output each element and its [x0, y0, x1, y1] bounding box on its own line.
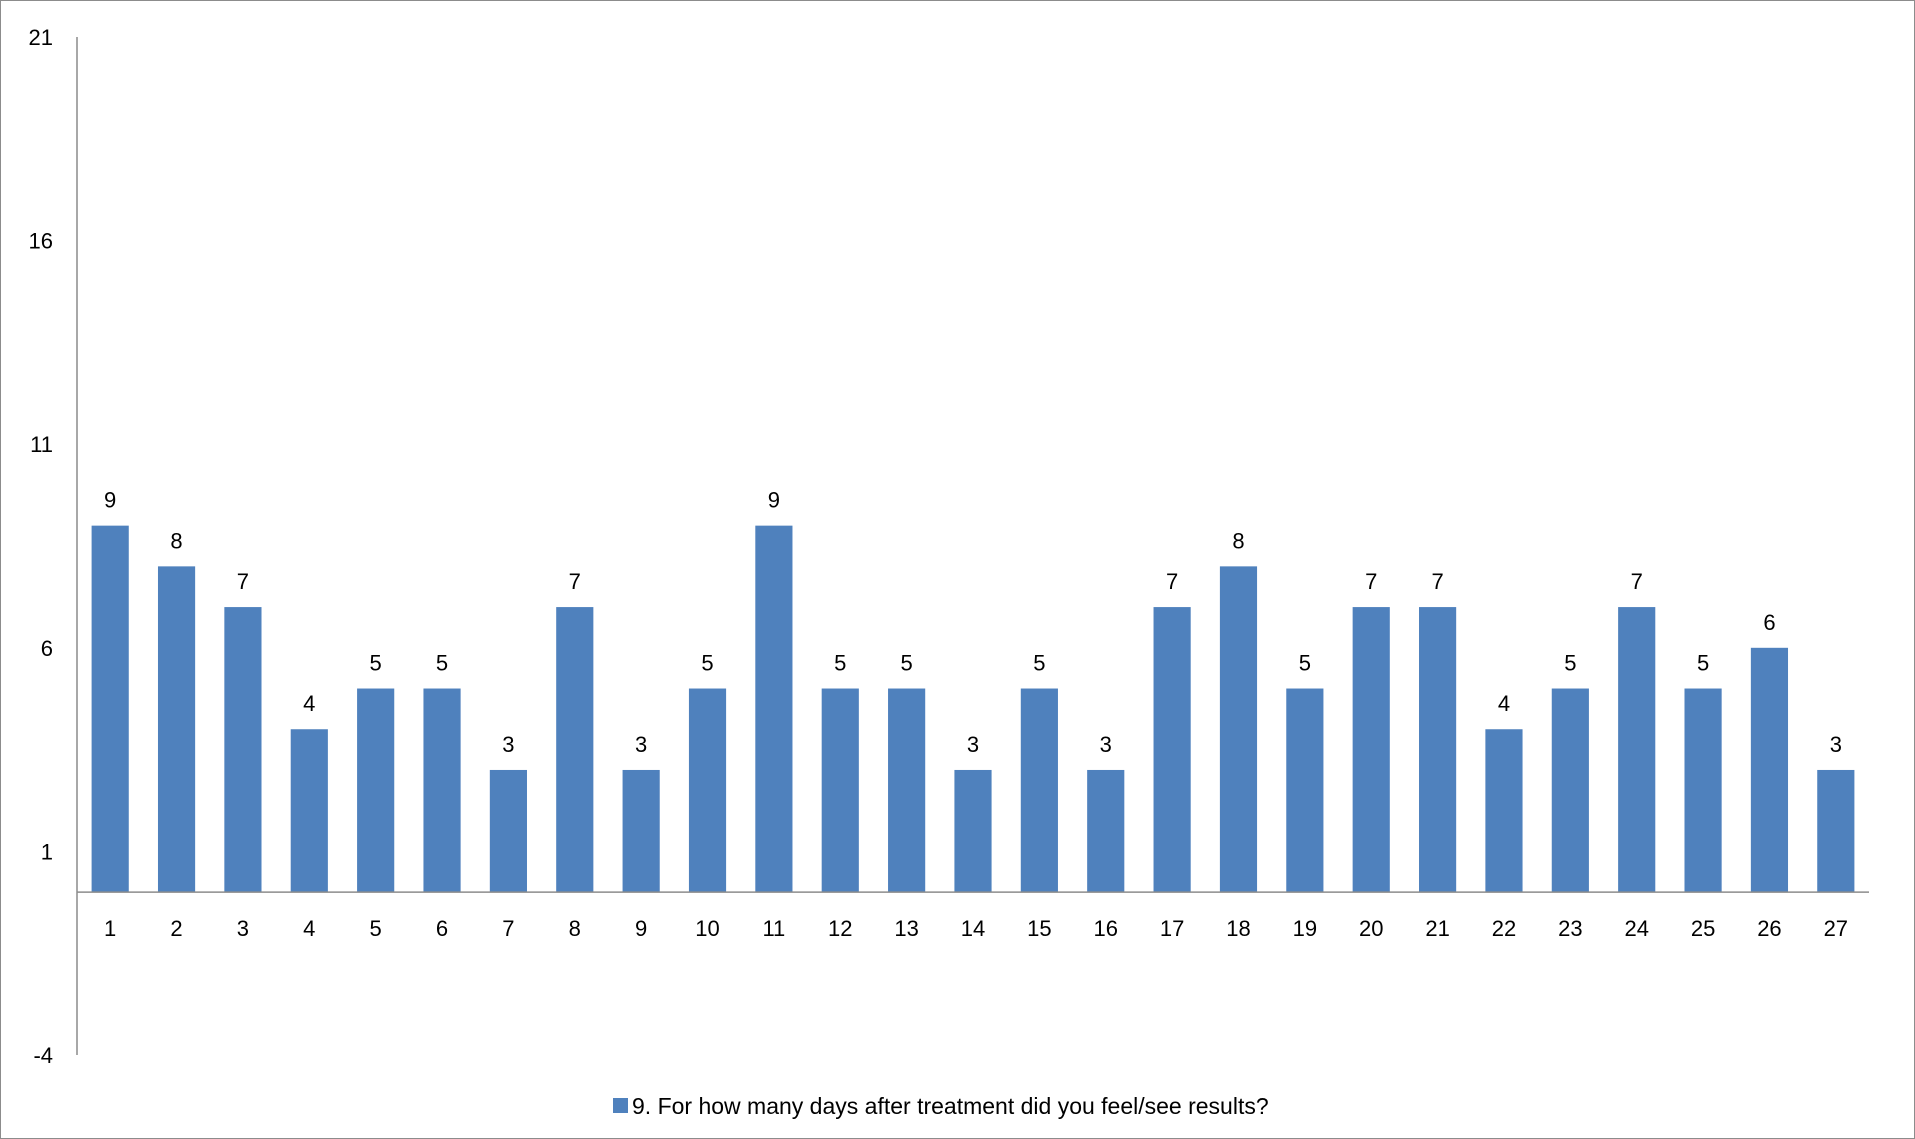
bar: [755, 525, 793, 893]
x-tick-label: 17: [1160, 916, 1184, 941]
bar: [1817, 769, 1855, 893]
data-label: 5: [1033, 651, 1045, 676]
x-tick-label: 18: [1226, 916, 1250, 941]
x-tick-label: 11: [762, 916, 785, 941]
bar: [423, 688, 461, 893]
x-tick-label: 3: [237, 916, 249, 941]
data-label: 5: [436, 651, 448, 676]
bar: [1750, 647, 1789, 893]
data-label: 5: [701, 651, 713, 676]
y-tick-label: 1: [41, 839, 53, 864]
data-label: 7: [1365, 569, 1377, 594]
x-tick-label: 15: [1027, 916, 1051, 941]
data-label: 9: [768, 488, 780, 513]
x-tick-label: 21: [1425, 916, 1449, 941]
data-label: 5: [370, 651, 382, 676]
y-tick-label: 16: [29, 229, 53, 254]
data-label: 8: [170, 528, 182, 553]
y-tick-label: -4: [33, 1043, 53, 1068]
bar: [556, 607, 594, 893]
data-label: 3: [967, 732, 979, 757]
data-label: 3: [635, 732, 647, 757]
bar: [224, 607, 262, 893]
data-label: 9: [104, 488, 116, 513]
bar: [1087, 769, 1125, 893]
data-label: 5: [834, 651, 846, 676]
bar: [821, 688, 859, 893]
bar: [1618, 607, 1656, 893]
y-axis: 21 16 11 6 1 -4: [29, 25, 78, 1068]
bar: [1219, 566, 1258, 893]
data-label: 8: [1232, 528, 1244, 553]
data-label: 7: [1431, 569, 1443, 594]
bar: [888, 688, 926, 893]
data-label: 4: [303, 691, 315, 716]
data-labels: 9 8 7 4 5 5 3 7 3 5 9 5 5 3 5 3 7 8 5 7 7 4 5 7 5 6 3: [104, 488, 1842, 757]
bar: [1352, 607, 1390, 893]
bar: [290, 729, 328, 893]
x-tick-label: 4: [303, 916, 315, 941]
x-tick-label: 8: [569, 916, 581, 941]
data-label: 5: [1564, 651, 1576, 676]
data-label: 5: [1697, 651, 1709, 676]
bar: [1684, 688, 1722, 893]
bars: [91, 525, 1855, 893]
legend: 9. For how many days after treatment did…: [613, 1093, 1269, 1119]
x-axis: 1 2 3 4 5 6 7 8 9 10 11 12 13 14 15 16 17 18 19 20 21 22 23 24 2…: [77, 891, 1869, 941]
bar: [1286, 688, 1324, 893]
data-label: 7: [1631, 569, 1643, 594]
bar: [954, 769, 992, 893]
y-tick-label: 6: [41, 636, 53, 661]
data-label: 3: [1830, 732, 1842, 757]
bar: [1419, 607, 1457, 893]
x-tick-label: 2: [170, 916, 182, 941]
y-tick-label: 21: [29, 25, 53, 50]
bar: [91, 525, 129, 893]
legend-swatch: [613, 1098, 628, 1113]
bar: [1020, 688, 1058, 893]
x-tick-label: 6: [436, 916, 448, 941]
x-tick-label: 23: [1558, 916, 1582, 941]
data-label: 7: [569, 569, 581, 594]
x-tick-label: 20: [1359, 916, 1383, 941]
x-tick-label: 7: [502, 916, 514, 941]
bar: [1485, 729, 1523, 893]
x-tick-label: 27: [1824, 916, 1848, 941]
x-tick-label: 22: [1492, 916, 1516, 941]
x-tick-label: 10: [695, 916, 719, 941]
x-tick-label: 5: [370, 916, 382, 941]
bar: [688, 688, 727, 893]
x-tick-label: 24: [1624, 916, 1648, 941]
data-label: 6: [1763, 610, 1775, 635]
x-tick-label: 13: [894, 916, 918, 941]
x-tick-label: 25: [1691, 916, 1715, 941]
data-label: 5: [1299, 651, 1311, 676]
y-tick-label: 11: [30, 432, 53, 457]
x-tick-label: 12: [828, 916, 852, 941]
data-label: 7: [237, 569, 249, 594]
x-tick-label: 16: [1093, 916, 1117, 941]
data-label: 7: [1166, 569, 1178, 594]
bar: [357, 688, 395, 893]
x-tick-label: 1: [104, 916, 116, 941]
bar: [157, 566, 196, 893]
data-label: 3: [1100, 732, 1112, 757]
x-tick-label: 26: [1757, 916, 1781, 941]
bar: [1551, 688, 1589, 893]
bar: [1153, 607, 1191, 893]
x-tick-label: 19: [1293, 916, 1317, 941]
data-label: 4: [1498, 691, 1510, 716]
x-tick-label: 14: [961, 916, 985, 941]
bar: [489, 769, 527, 893]
legend-label: 9. For how many days after treatment did…: [632, 1093, 1269, 1119]
x-tick-label: 9: [635, 916, 647, 941]
bar: [622, 769, 660, 893]
data-label: 3: [502, 732, 514, 757]
data-label: 5: [901, 651, 913, 676]
